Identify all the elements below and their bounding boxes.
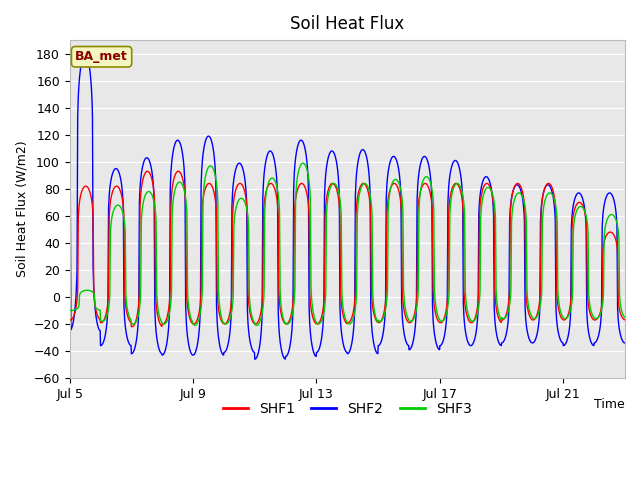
SHF2 — [545, 182, 552, 188]
SHF3 — [305, 174, 312, 180]
Text: Time: Time — [595, 398, 625, 411]
Legend: SHF1, SHF2, SHF3: SHF1, SHF2, SHF3 — [217, 397, 477, 422]
SHF1 — [314, 321, 321, 327]
SHF2 — [66, 51, 74, 57]
SHF1 — [362, 182, 369, 188]
SHF3 — [99, 318, 106, 324]
SHF3 — [423, 174, 431, 180]
SHF1 — [143, 168, 151, 174]
Line: SHF1: SHF1 — [70, 171, 625, 327]
SHF2 — [621, 340, 628, 346]
SHF1 — [545, 180, 553, 186]
SHF2 — [362, 150, 369, 156]
SHF1 — [128, 324, 136, 330]
SHF1 — [621, 317, 628, 323]
SHF3 — [362, 181, 369, 187]
Title: Soil Heat Flux: Soil Heat Flux — [290, 15, 404, 33]
Text: BA_met: BA_met — [76, 50, 128, 63]
SHF1 — [423, 182, 431, 188]
Line: SHF3: SHF3 — [70, 163, 625, 325]
SHF3 — [66, 308, 74, 313]
SHF3 — [191, 323, 199, 328]
SHF2 — [313, 349, 321, 355]
SHF2 — [251, 356, 259, 362]
SHF1 — [99, 319, 106, 325]
SHF1 — [66, 317, 74, 323]
SHF3 — [621, 314, 628, 320]
SHF3 — [299, 160, 307, 166]
SHF1 — [305, 202, 312, 208]
SHF2 — [304, 177, 312, 182]
SHF3 — [545, 190, 553, 196]
SHF3 — [314, 321, 321, 326]
Line: SHF2: SHF2 — [70, 54, 625, 359]
SHF2 — [423, 156, 431, 162]
Y-axis label: Soil Heat Flux (W/m2): Soil Heat Flux (W/m2) — [15, 141, 28, 277]
SHF2 — [99, 341, 106, 347]
